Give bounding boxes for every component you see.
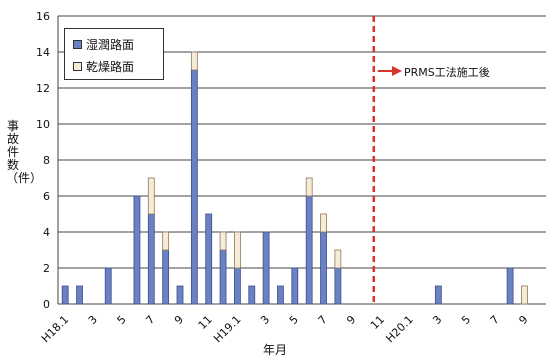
bar-wet bbox=[277, 285, 284, 305]
x-tick-label: 3 bbox=[86, 313, 100, 327]
x-tick-label: 5 bbox=[115, 313, 129, 327]
bar-dry bbox=[162, 231, 170, 251]
bar-dry bbox=[334, 249, 342, 269]
x-tick-label: 3 bbox=[430, 313, 444, 327]
bar-wet bbox=[176, 285, 184, 305]
bar-wet bbox=[205, 213, 213, 305]
y-tick-label: 6 bbox=[43, 190, 50, 203]
bar-wet bbox=[434, 285, 442, 305]
bar-wet bbox=[133, 195, 141, 305]
legend-item-wet: 湿潤路面 bbox=[73, 36, 134, 53]
x-tick-label: 9 bbox=[516, 313, 530, 327]
bar-wet bbox=[76, 285, 83, 305]
x-tick-label: 7 bbox=[143, 313, 157, 327]
y-tick-label: 2 bbox=[43, 262, 50, 275]
x-tick-label: 9 bbox=[172, 313, 186, 327]
bar-wet bbox=[147, 213, 155, 305]
bar-wet bbox=[219, 249, 227, 305]
bar-dry bbox=[190, 51, 198, 71]
legend: 湿潤路面 乾燥路面 bbox=[64, 28, 164, 80]
bar-dry bbox=[219, 231, 227, 251]
bar-dry bbox=[147, 177, 155, 215]
annotation-label: PRMS工法施工後 bbox=[404, 66, 490, 79]
bar-dry bbox=[305, 177, 313, 197]
bar-dry bbox=[320, 213, 327, 233]
bar-wet bbox=[104, 267, 112, 305]
y-tick-label: 16 bbox=[36, 10, 50, 23]
legend-item-dry: 乾燥路面 bbox=[73, 58, 134, 75]
bar-wet bbox=[162, 249, 170, 305]
x-tick-label: 11 bbox=[196, 313, 215, 332]
bar-dry bbox=[234, 231, 241, 269]
bar-wet bbox=[320, 231, 327, 305]
x-tick-label: 9 bbox=[344, 313, 358, 327]
x-tick-label: 5 bbox=[459, 313, 473, 327]
bar-wet bbox=[305, 195, 313, 305]
bar-wet bbox=[506, 267, 514, 305]
legend-swatch-dry bbox=[73, 62, 82, 71]
bar-wet bbox=[190, 69, 198, 305]
y-tick-label: 4 bbox=[43, 226, 50, 239]
legend-swatch-wet bbox=[73, 40, 82, 49]
bar-wet bbox=[291, 267, 299, 305]
bar-wet bbox=[262, 231, 270, 305]
x-tick-label: 3 bbox=[258, 313, 272, 327]
y-tick-label: 8 bbox=[43, 154, 50, 167]
bar-wet bbox=[61, 285, 69, 305]
x-tick-label: 7 bbox=[316, 313, 330, 327]
bar-wet bbox=[334, 267, 342, 305]
y-tick-label: 10 bbox=[36, 118, 50, 131]
x-tick-label: 5 bbox=[287, 313, 301, 327]
legend-label-dry: 乾燥路面 bbox=[86, 60, 135, 74]
y-tick-label: 12 bbox=[36, 82, 50, 95]
y-tick-label: 0 bbox=[43, 298, 50, 311]
annotation-arrow-head bbox=[392, 66, 402, 76]
legend-label-wet: 湿潤路面 bbox=[86, 38, 135, 52]
bar-dry bbox=[521, 285, 528, 305]
y-axis-title: 事故件数（件） bbox=[6, 119, 43, 185]
bar-wet bbox=[234, 267, 241, 305]
y-tick-label: 14 bbox=[36, 46, 50, 59]
x-axis-title: 年月 bbox=[262, 343, 287, 357]
x-tick-label: 11 bbox=[368, 313, 387, 332]
bar-wet bbox=[248, 285, 256, 305]
x-tick-label: 7 bbox=[488, 313, 502, 327]
